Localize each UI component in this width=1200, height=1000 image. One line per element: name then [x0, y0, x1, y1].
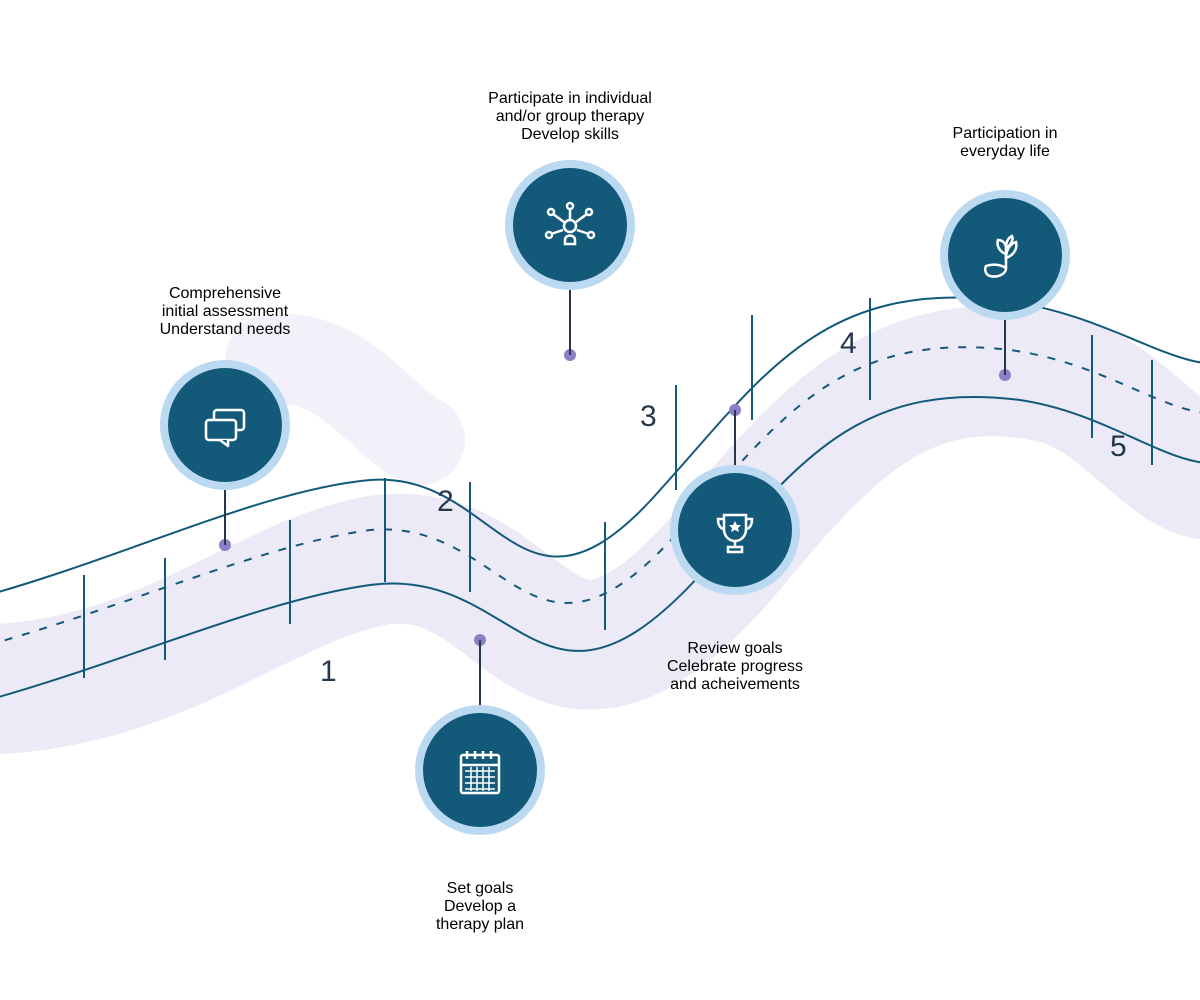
step-circle-5	[940, 190, 1070, 320]
step-label-5: Participation ineveryday life	[890, 125, 1120, 161]
circle-disc	[678, 473, 792, 587]
road-glow-extra	[270, 359, 420, 440]
step-title: Participation in	[890, 125, 1120, 143]
connector-line	[1004, 320, 1006, 375]
calendar-icon	[451, 741, 509, 799]
step-subtitle: and acheivements	[620, 676, 850, 694]
step-title: Participate in individual	[455, 90, 685, 108]
step-circle-4	[670, 465, 800, 595]
step-subtitle: Celebrate progress	[620, 658, 850, 676]
step-subtitle: therapy plan	[365, 916, 595, 934]
step-subtitle: Develop a	[365, 898, 595, 916]
circle-disc	[423, 713, 537, 827]
step-title: everyday life	[890, 143, 1120, 161]
step-subtitle: Develop skills	[455, 126, 685, 144]
circle-disc	[948, 198, 1062, 312]
step-number-3: 3	[640, 400, 657, 434]
step-number-2: 2	[437, 485, 454, 519]
connector-line	[479, 640, 481, 705]
step-label-4: Review goalsCelebrate progressand acheiv…	[620, 640, 850, 694]
connector-line	[224, 490, 226, 545]
step-circle-2	[415, 705, 545, 835]
step-title: and/or group therapy	[455, 108, 685, 126]
step-label-3: Participate in individualand/or group th…	[455, 90, 685, 144]
connector-line	[734, 410, 736, 465]
step-label-2: Set goalsDevelop atherapy plan	[365, 880, 595, 934]
step-number-4: 4	[840, 327, 857, 361]
circle-disc	[168, 368, 282, 482]
chat-icon	[196, 396, 254, 454]
journey-infographic: 1 2 3 4 5 Comprehensiveinitial assessmentUnd…	[0, 0, 1200, 1000]
connector-line	[569, 290, 571, 355]
step-label-1: Comprehensiveinitial assessmentUnderstan…	[110, 285, 340, 339]
network-icon	[541, 196, 599, 254]
circle-disc	[513, 168, 627, 282]
step-title: Review goals	[620, 640, 850, 658]
step-title: Set goals	[365, 880, 595, 898]
step-circle-1	[160, 360, 290, 490]
step-number-1: 1	[320, 655, 337, 689]
step-number-5: 5	[1110, 430, 1127, 464]
step-circle-3	[505, 160, 635, 290]
growth-icon	[976, 226, 1034, 284]
step-title: initial assessment	[110, 303, 340, 321]
step-subtitle: Understand needs	[110, 321, 340, 339]
step-title: Comprehensive	[110, 285, 340, 303]
trophy-icon	[706, 501, 764, 559]
